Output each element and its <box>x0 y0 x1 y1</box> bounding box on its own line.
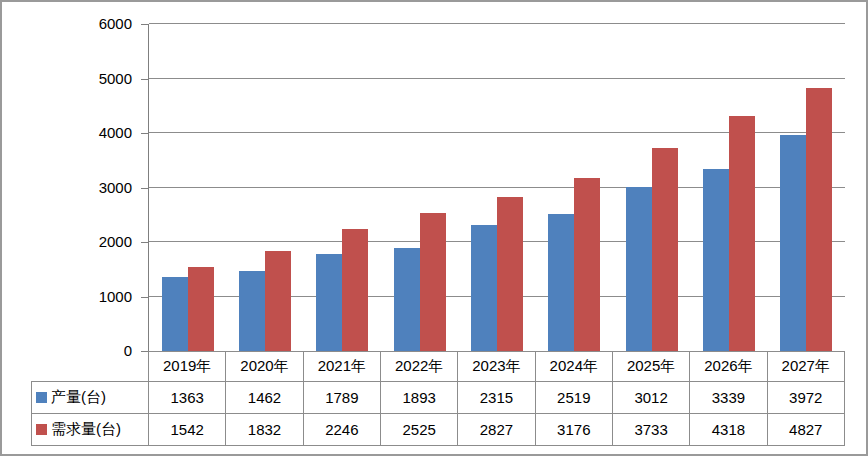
bar-group-2026年 <box>690 24 767 351</box>
bar-需求量(台)-2022年 <box>420 213 446 351</box>
bar-需求量(台)-2019年 <box>188 267 214 351</box>
category-label: 2019年 <box>149 352 226 382</box>
bar-group-2023年 <box>458 24 535 351</box>
table-cell-value: 2827 <box>458 414 535 446</box>
legend-swatch-icon <box>36 424 47 435</box>
category-label: 2024年 <box>535 352 612 382</box>
table-cell-value: 3733 <box>612 414 689 446</box>
table-cell-value: 1789 <box>303 382 380 414</box>
legend-swatch-icon <box>36 392 47 403</box>
bar-需求量(台)-2023年 <box>497 197 523 351</box>
y-tick-mark <box>141 79 148 80</box>
y-tick-label: 1000 <box>28 288 132 306</box>
y-tick-label: 4000 <box>28 124 132 142</box>
category-label: 2023年 <box>458 352 535 382</box>
table-cell-value: 1363 <box>149 382 226 414</box>
table-cell-value: 3012 <box>612 382 689 414</box>
y-tick-mark <box>141 133 148 134</box>
bar-产量(台)-2022年 <box>394 248 420 351</box>
bar-group-2020年 <box>226 24 303 351</box>
y-tick-label: 2000 <box>28 233 132 251</box>
y-tick-mark <box>141 24 148 25</box>
y-tick-mark <box>141 188 148 189</box>
data-table: 2019年2020年2021年2022年2023年2024年2025年2026年… <box>31 351 845 446</box>
bar-chart-with-data-table: 0100020003000400050006000 2019年2020年2021… <box>0 0 868 456</box>
table-cell-value: 1462 <box>226 382 303 414</box>
table-cell-value: 2525 <box>380 414 457 446</box>
bar-group-2019年 <box>149 24 226 351</box>
bar-需求量(台)-2024年 <box>574 178 600 351</box>
bar-产量(台)-2021年 <box>316 254 342 352</box>
category-label: 2022年 <box>380 352 457 382</box>
table-row-产量(台): 产量(台) 13631462178918932315251930123339397… <box>32 382 845 414</box>
bar-group-2021年 <box>304 24 381 351</box>
table-cell-value: 1832 <box>226 414 303 446</box>
y-tick-label: 5000 <box>28 70 132 88</box>
table-cell-value: 4318 <box>690 414 767 446</box>
bar-需求量(台)-2025年 <box>652 148 678 351</box>
bar-需求量(台)-2020年 <box>265 251 291 351</box>
category-label: 2027年 <box>767 352 844 382</box>
table-cell-value: 1893 <box>380 382 457 414</box>
bar-group-2024年 <box>536 24 613 351</box>
table-cell-value: 3339 <box>690 382 767 414</box>
bar-group-2025年 <box>613 24 690 351</box>
table-corner-cell <box>32 352 149 382</box>
table-cell-value: 2315 <box>458 382 535 414</box>
y-tick-mark <box>141 297 148 298</box>
table-cell-value: 2519 <box>535 382 612 414</box>
table-row-years: 2019年2020年2021年2022年2023年2024年2025年2026年… <box>32 352 845 382</box>
series-header: 产量(台) <box>32 382 149 414</box>
bar-产量(台)-2023年 <box>471 225 497 351</box>
table-cell-value: 3176 <box>535 414 612 446</box>
table-cell-value: 2246 <box>303 414 380 446</box>
bar-需求量(台)-2027年 <box>806 88 832 351</box>
category-label: 2025年 <box>612 352 689 382</box>
bar-group-2022年 <box>381 24 458 351</box>
bar-产量(台)-2019年 <box>162 277 188 351</box>
bar-产量(台)-2026年 <box>703 169 729 351</box>
category-label: 2026年 <box>690 352 767 382</box>
series-header: 需求量(台) <box>32 414 149 446</box>
table-cell-value: 4827 <box>767 414 844 446</box>
bar-产量(台)-2024年 <box>548 214 574 351</box>
bar-产量(台)-2025年 <box>626 187 652 351</box>
y-tick-mark <box>141 242 148 243</box>
y-tick-label: 6000 <box>28 15 132 33</box>
series-name: 产量(台) <box>51 388 106 405</box>
plot-area <box>148 24 845 351</box>
bar-group-2027年 <box>768 24 845 351</box>
category-label: 2021年 <box>303 352 380 382</box>
table-cell-value: 3972 <box>767 382 844 414</box>
bar-需求量(台)-2026年 <box>729 116 755 351</box>
table-cell-value: 1542 <box>149 414 226 446</box>
bar-产量(台)-2027年 <box>780 135 806 351</box>
category-label: 2020年 <box>226 352 303 382</box>
table-row-需求量(台): 需求量(台) 1542183222462525282731763733431848… <box>32 414 845 446</box>
bar-产量(台)-2020年 <box>239 271 265 351</box>
series-name: 需求量(台) <box>51 420 121 437</box>
y-tick-label: 3000 <box>28 179 132 197</box>
bar-需求量(台)-2021年 <box>342 229 368 351</box>
